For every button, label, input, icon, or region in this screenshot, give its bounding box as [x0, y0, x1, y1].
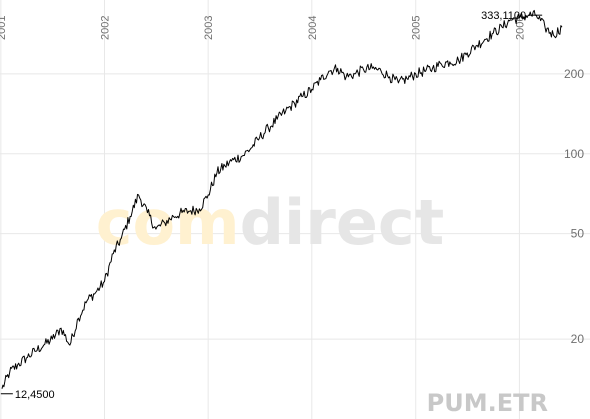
annotations: 12,4500 333,1100: [0, 10, 543, 401]
y-tick-labels: 20 50 100 200: [564, 67, 584, 346]
y-tick-label: 20: [571, 332, 585, 346]
x-tick-labels: 2001 2002 2003 2004 2005 2006: [0, 16, 526, 40]
watermark: comdirect: [96, 186, 445, 259]
x-tick-label: 2005: [411, 16, 423, 40]
x-tick-label: 2004: [307, 16, 319, 40]
series-layer: [1, 9, 563, 389]
x-tick-label: 2006: [514, 16, 526, 40]
x-tick-label: 2001: [0, 16, 8, 40]
x-tick-label: 2003: [203, 16, 215, 40]
y-tick-label: 200: [564, 67, 584, 81]
y-tick-label: 50: [571, 227, 585, 241]
high-annotation: 333,1100: [481, 10, 526, 22]
x-tick-label: 2002: [100, 16, 112, 40]
low-annotation: 12,4500: [15, 389, 55, 401]
y-tick-label: 100: [564, 147, 584, 161]
price-series-line: [1, 9, 563, 389]
watermark-part2: direct: [240, 186, 445, 259]
ticker-label: PUM.ETR: [427, 389, 548, 417]
